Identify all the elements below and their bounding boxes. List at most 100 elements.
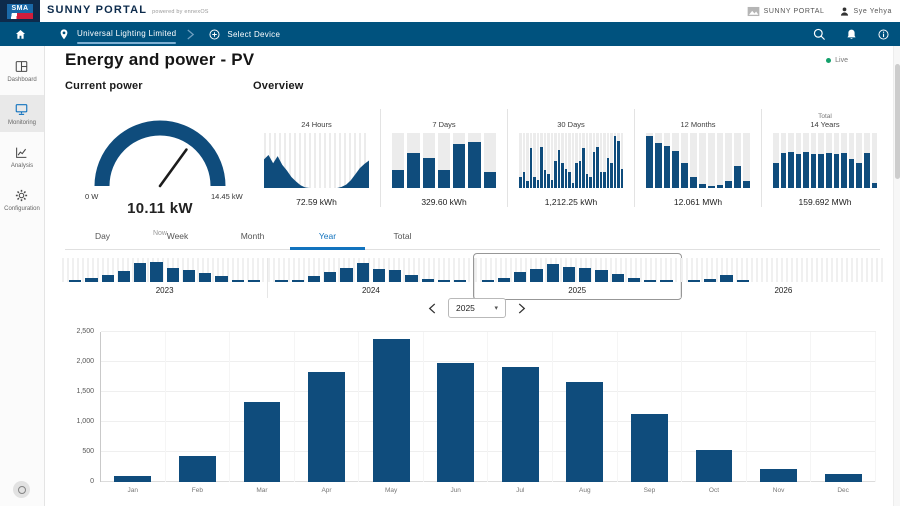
- bar-feb[interactable]: [178, 455, 216, 482]
- portal-label: SUNNY PORTAL: [763, 7, 825, 15]
- chart-slot-may: May: [359, 332, 424, 494]
- mini-bar: [550, 133, 553, 188]
- notifications-bell-icon[interactable]: [840, 26, 862, 42]
- tab-total[interactable]: Total: [393, 231, 412, 241]
- mini-bar: [606, 133, 609, 188]
- timeline-month-bar: [644, 280, 657, 282]
- bar-dec[interactable]: [824, 474, 862, 482]
- timeline-year-2023[interactable]: 2023: [62, 258, 268, 298]
- tab-month[interactable]: Month: [240, 231, 265, 241]
- sidebar-item-configuration[interactable]: Configuration: [0, 181, 44, 218]
- mini-bar: [536, 133, 539, 188]
- previous-year-button[interactable]: [425, 301, 439, 315]
- timeline-month-bar: [324, 272, 337, 282]
- timeline-month-bar: [704, 279, 717, 282]
- sidebar-item-analysis[interactable]: Analysis: [0, 138, 44, 175]
- portal-switcher[interactable]: SUNNY PORTAL: [747, 6, 825, 17]
- mini-bar: [571, 133, 574, 188]
- timeline-year-2025[interactable]: 2025: [472, 253, 682, 300]
- bar-mar[interactable]: [243, 402, 281, 482]
- x-tick-label: Jan: [127, 487, 139, 494]
- add-circle-icon: [203, 26, 225, 42]
- timeline-month-bar: [627, 278, 641, 282]
- tab-week[interactable]: Week: [166, 231, 189, 241]
- info-icon[interactable]: [872, 26, 894, 42]
- gridline: [101, 451, 876, 452]
- sidebar-item-label: Configuration: [4, 206, 40, 212]
- timeline-year-label: 2025: [568, 286, 587, 295]
- timeline-month-bar: [247, 280, 261, 282]
- mini-bar: [533, 133, 536, 188]
- timeline-selection-box[interactable]: [472, 253, 682, 300]
- overview-panel-24-hours: 24 Hours 72.59 kWh: [253, 109, 380, 207]
- bar-may[interactable]: [372, 339, 410, 482]
- bar-jan[interactable]: [114, 476, 152, 482]
- timeline-month-bar: [497, 278, 511, 282]
- mini-bar: [617, 133, 620, 188]
- x-tick-label: May: [384, 487, 398, 494]
- chart-slot-nov: Nov: [747, 332, 812, 494]
- tab-day[interactable]: Day: [94, 231, 111, 241]
- overview-panel-14-years: Total 14 Years 159.692 MWh: [761, 109, 888, 207]
- y-tick-label: 2,000: [76, 358, 94, 365]
- bar-sep[interactable]: [630, 414, 668, 482]
- bar-oct[interactable]: [695, 449, 733, 482]
- mini-bar: [568, 133, 571, 188]
- bar-jun[interactable]: [437, 362, 475, 482]
- sidebar-item-dashboard[interactable]: Dashboard: [0, 52, 44, 89]
- powered-by-label: powered by ennexOS: [152, 9, 209, 15]
- timeline-year-2024[interactable]: 2024: [267, 258, 474, 298]
- timeline-month-bar: [85, 278, 98, 282]
- mini-bar: [543, 133, 546, 188]
- live-dot-icon: [826, 58, 832, 63]
- overview-panel-7-days: 7 Days 329.60 kWh: [380, 109, 507, 207]
- mini-bar: [826, 133, 832, 188]
- year-dropdown[interactable]: 2025 ▾: [448, 298, 506, 318]
- mini-bar: [578, 133, 581, 188]
- mini-bar: [698, 133, 706, 188]
- panel-title: 30 Days: [557, 120, 585, 129]
- configuration-icon: [14, 188, 30, 204]
- bar-apr[interactable]: [308, 371, 345, 482]
- mini-bar: [788, 133, 794, 188]
- bar-aug[interactable]: [566, 382, 604, 482]
- sma-logo[interactable]: SMA: [0, 0, 40, 22]
- search-icon[interactable]: [808, 26, 830, 42]
- next-year-button[interactable]: [515, 301, 529, 315]
- live-label: Live: [835, 57, 848, 64]
- scrollbar-thumb[interactable]: [895, 64, 900, 179]
- mini-bar: [833, 133, 840, 188]
- home-icon[interactable]: [9, 26, 31, 42]
- header: SMA SUNNY PORTAL powered by ennexOS SUNNY…: [0, 0, 900, 22]
- timeline-month-bar: [481, 280, 494, 282]
- overview-panel-30-days: 30 Days 1,212.25 kWh: [507, 109, 634, 207]
- panel-bar-chart: [519, 133, 623, 188]
- x-tick-label: Jun: [450, 487, 461, 494]
- mini-bar: [681, 133, 689, 188]
- bar-nov[interactable]: [760, 469, 797, 482]
- chart-slot-jul: Jul: [488, 332, 554, 494]
- timeline-month-bar: [687, 280, 701, 282]
- page-title: Energy and power - PV: [65, 50, 255, 69]
- timeline-month-bar: [454, 280, 467, 282]
- timeline-year-2026[interactable]: 2026: [679, 258, 886, 298]
- panel-bar-chart: [773, 133, 878, 188]
- bar-jul[interactable]: [501, 367, 539, 482]
- chart-slot-mar: Mar: [230, 332, 295, 494]
- chart-slot-oct: Oct: [682, 332, 747, 494]
- mini-bar: [672, 133, 680, 188]
- breadcrumb-plant[interactable]: Universal Lighting Limited: [77, 28, 177, 44]
- chart-plot-area: Jan Feb Mar Apr May Jun Jul Aug Sep Oct Nov Dec: [100, 331, 876, 494]
- sidebar-item-monitoring[interactable]: Monitoring: [0, 95, 44, 132]
- dashboard-icon: [14, 59, 30, 75]
- tab-year[interactable]: Year: [290, 226, 365, 250]
- analysis-icon: [14, 145, 30, 161]
- floating-widget-button[interactable]: [13, 481, 30, 498]
- select-device-button[interactable]: Select Device: [227, 29, 281, 39]
- mini-bar: [856, 133, 862, 188]
- x-tick-label: Dec: [837, 487, 849, 494]
- timeline-month-bar: [231, 280, 244, 282]
- vertical-scrollbar[interactable]: [893, 46, 900, 506]
- user-menu[interactable]: Sye Yehya: [839, 6, 893, 17]
- timeline-month-bar: [611, 274, 624, 282]
